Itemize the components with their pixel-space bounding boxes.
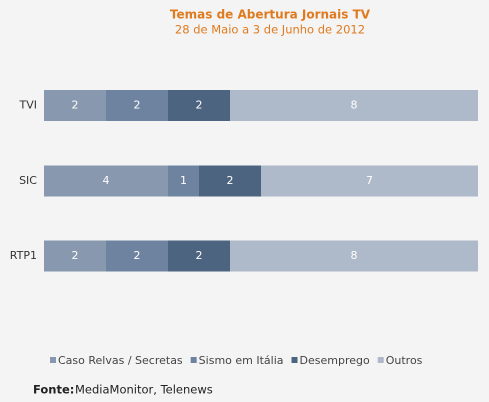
bar-segment [44,90,106,121]
bar-segment [168,165,199,197]
data-label: 7 [366,174,373,187]
bar-segment [199,165,261,197]
data-label: 2 [72,249,79,262]
legend-label: Caso Relvas / Secretas [58,354,183,367]
bar-segment [106,90,168,121]
bar-segment [44,240,106,272]
data-label: 2 [134,99,141,112]
bar-segment [168,240,230,272]
data-label: 1 [180,174,187,187]
bar-segment [230,90,478,121]
chart-subtitle: 28 de Maio a 3 de Junho de 2012 [175,23,365,37]
source: MediaMonitor, Telenews [75,383,213,397]
data-label: 8 [351,99,358,112]
bar-segment [261,165,478,197]
legend-label: Outros [386,354,423,367]
legend-swatch [291,357,298,363]
legend-label: Desemprego [300,354,370,367]
legend-label: Sismo em Itália [199,354,284,367]
y-tick-label: RTP1 [10,249,37,262]
legend-swatch [190,357,197,363]
y-tick-label: SIC [19,174,37,187]
legend-swatch [50,357,56,363]
source-label: Fonte: [33,383,74,397]
y-tick-label: TVI [19,99,38,112]
bar-segment [230,240,478,272]
data-label: 8 [351,249,358,262]
data-label: 2 [72,99,79,112]
data-label: 4 [103,174,110,187]
bar-segment [106,240,168,272]
bar-segment [44,165,168,197]
data-label: 2 [227,174,234,187]
legend-swatch [377,357,384,363]
data-label: 2 [134,249,141,262]
bar-segment [168,90,230,121]
chart-title: Temas de Abertura Jornais TV [170,8,371,22]
data-label: 2 [196,99,203,112]
data-label: 2 [196,249,203,262]
